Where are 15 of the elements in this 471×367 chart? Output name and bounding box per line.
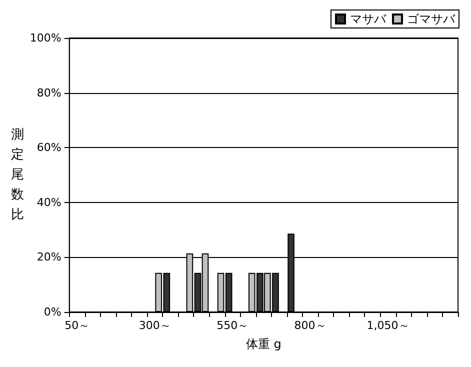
y-tick-label: 80%	[36, 86, 62, 100]
x-tick-label: 1,050～	[366, 319, 410, 332]
x-tick-label: 800～	[294, 319, 326, 332]
y-tick-label: 40%	[36, 196, 62, 209]
y-tick-label: 60%	[36, 141, 62, 154]
legend-label: マサバ	[350, 12, 387, 26]
x-axis-title: 体重 g	[246, 337, 282, 351]
y-tick-label: 100%	[30, 32, 62, 44]
legend-label: ゴマサバ	[407, 12, 456, 26]
x-tick-label: 300～	[138, 319, 171, 332]
y-tick-label: 0%	[44, 306, 62, 318]
x-tick-label: 50～	[64, 319, 90, 332]
x-tick-label: 550～	[216, 319, 249, 332]
y-axis-title: 測定尾数比	[11, 128, 24, 222]
y-tick-label: 20%	[36, 250, 62, 264]
